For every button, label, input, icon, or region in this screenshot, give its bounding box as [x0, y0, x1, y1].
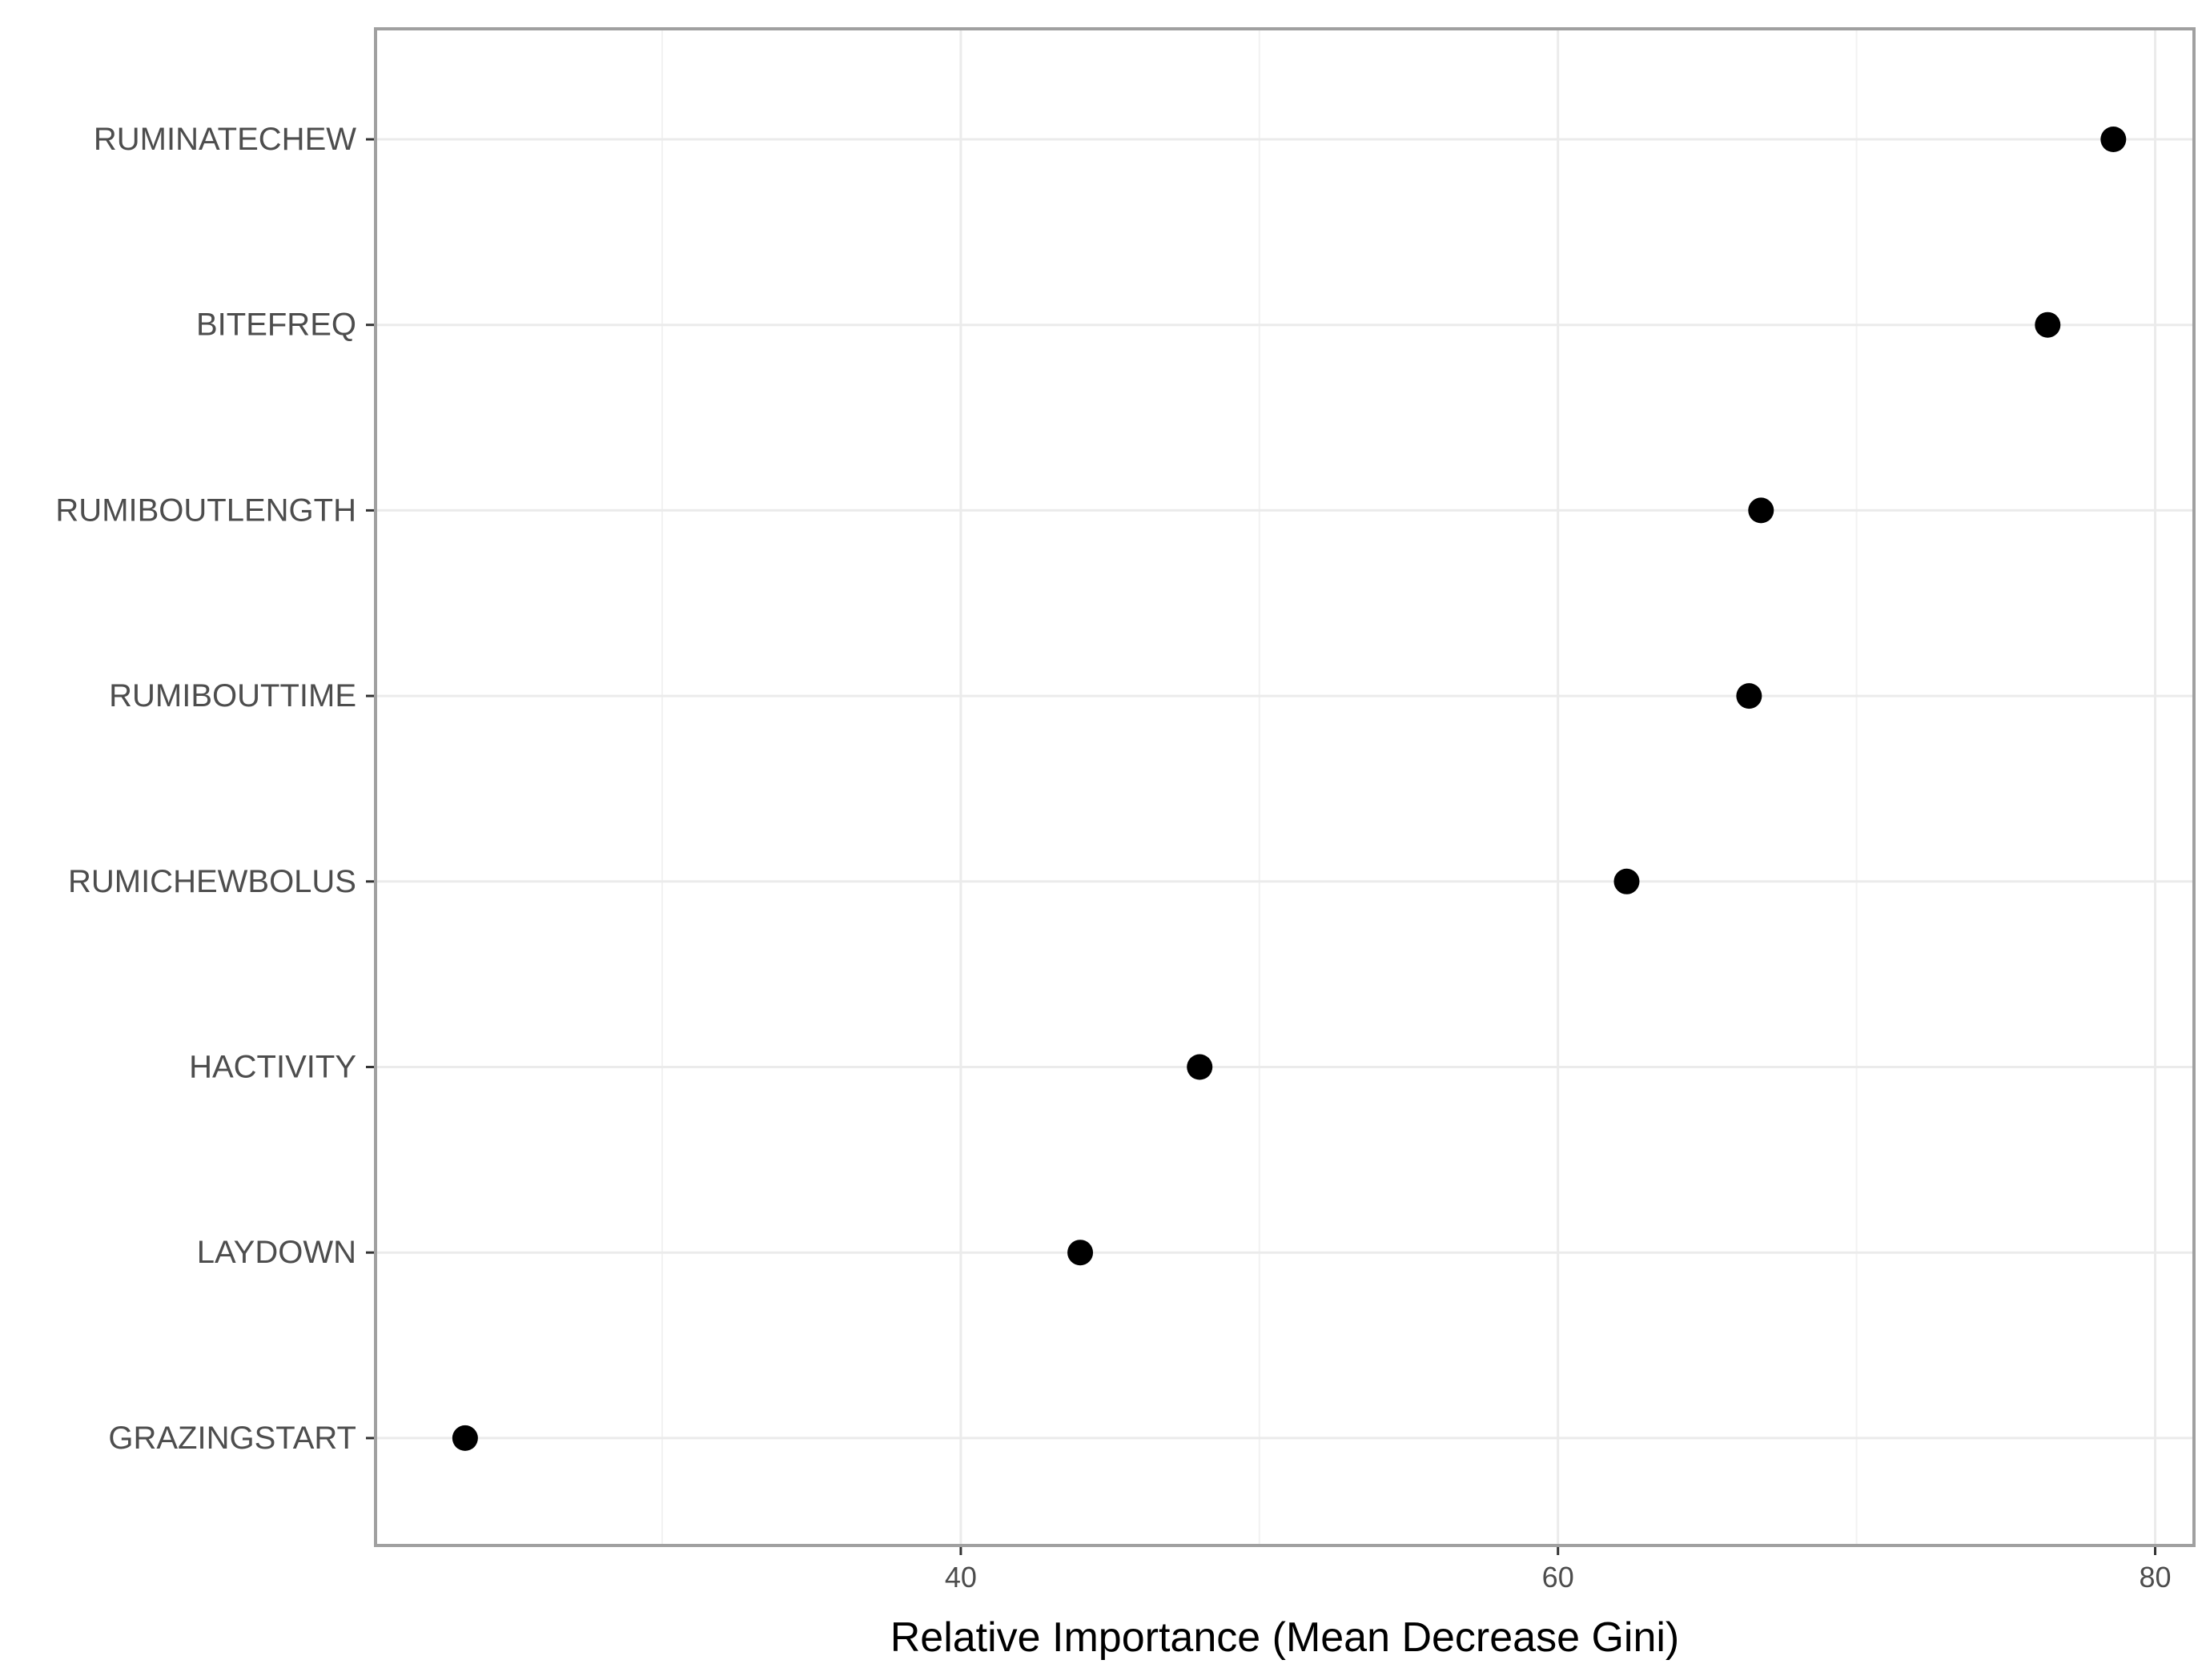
- x-tick-label: 40: [945, 1561, 977, 1594]
- y-tick-label: GRAZINGSTART: [108, 1421, 356, 1456]
- data-point: [2100, 127, 2127, 152]
- data-point: [1187, 1054, 1213, 1080]
- y-tick-label: BITEFREQ: [196, 307, 356, 343]
- y-tick-label: LAYDOWN: [197, 1235, 356, 1270]
- data-point: [1748, 497, 1774, 524]
- y-tick-label: RUMICHEWBOLUS: [68, 864, 356, 899]
- panel-border: [374, 27, 2196, 1547]
- data-point: [2035, 311, 2061, 338]
- data-point: [452, 1425, 478, 1451]
- data-points: [452, 127, 2127, 1451]
- y-tick-label: RUMINATECHEW: [94, 122, 356, 157]
- x-tick-label: 60: [1542, 1561, 1574, 1594]
- grid-lines: [376, 29, 2194, 1545]
- y-tick-label: HACTIVITY: [189, 1050, 356, 1085]
- data-point: [1613, 868, 1640, 894]
- x-axis-ticks: 40 60 80: [945, 1545, 2172, 1594]
- x-axis-title: Relative Importance (Mean Decrease Gini): [890, 1614, 1680, 1661]
- data-point: [1736, 683, 1762, 709]
- y-axis-ticks: RUMINATECHEW BITEFREQ RUMIBOUTLENGTH RUMIBO…: [55, 122, 376, 1456]
- y-tick-label: RUMIBOUTLENGTH: [55, 492, 356, 528]
- x-tick-label: 80: [2139, 1561, 2171, 1594]
- data-point: [1067, 1240, 1094, 1266]
- y-tick-label: RUMIBOUTTIME: [109, 678, 356, 713]
